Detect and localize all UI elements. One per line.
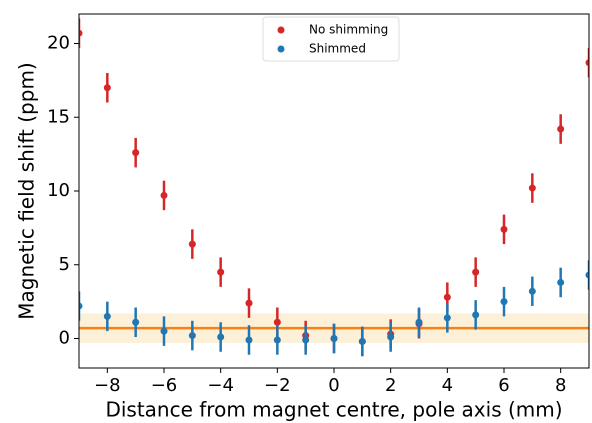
- x-tick-label: −6: [151, 375, 178, 396]
- legend-marker: [277, 45, 285, 53]
- point: [160, 327, 168, 335]
- point: [79, 29, 83, 37]
- point: [415, 318, 423, 326]
- y-tick-label: 10: [47, 180, 70, 201]
- point: [500, 225, 508, 233]
- x-tick-label: 2: [385, 375, 396, 396]
- y-tick-label: 5: [59, 254, 70, 275]
- point: [330, 335, 338, 342]
- point: [472, 268, 480, 276]
- point: [217, 268, 225, 276]
- point: [273, 336, 281, 344]
- point: [132, 149, 140, 157]
- x-tick-label: 0: [328, 375, 339, 396]
- y-tick-label: 0: [59, 328, 70, 349]
- point: [273, 318, 281, 326]
- point: [160, 191, 168, 199]
- point: [528, 287, 536, 295]
- point: [245, 299, 253, 307]
- x-axis-label: Distance from magnet centre, pole axis (…: [105, 398, 562, 422]
- point: [500, 298, 508, 306]
- y-tick-label: 15: [47, 106, 70, 127]
- point: [103, 84, 111, 92]
- x-tick-label: −2: [264, 375, 291, 396]
- point: [585, 59, 589, 67]
- point: [528, 184, 536, 192]
- point: [188, 332, 196, 340]
- point: [557, 278, 565, 286]
- x-tick-label: 6: [498, 375, 509, 396]
- y-axis-label: Magnetic field shift (ppm): [15, 62, 39, 319]
- legend-marker: [277, 26, 285, 34]
- x-tick-label: 8: [555, 375, 566, 396]
- point: [132, 318, 140, 326]
- plot-area: [79, 18, 589, 357]
- x-tick-label: −8: [94, 375, 121, 396]
- point: [79, 302, 83, 310]
- legend-label: Shimmed: [309, 42, 366, 56]
- point: [217, 333, 225, 341]
- point: [103, 312, 111, 320]
- point: [472, 311, 480, 319]
- point: [585, 271, 589, 279]
- point: [245, 336, 253, 344]
- point: [302, 336, 310, 344]
- point: [387, 333, 395, 341]
- y-tick-label: 20: [47, 33, 70, 54]
- point: [188, 240, 196, 248]
- legend: [262, 16, 400, 62]
- x-tick-label: −4: [207, 375, 234, 396]
- legend-label: No shimming: [309, 23, 388, 37]
- point: [443, 293, 451, 301]
- point: [443, 314, 451, 322]
- point: [358, 337, 366, 345]
- x-tick-label: 4: [442, 375, 453, 396]
- point: [557, 125, 565, 133]
